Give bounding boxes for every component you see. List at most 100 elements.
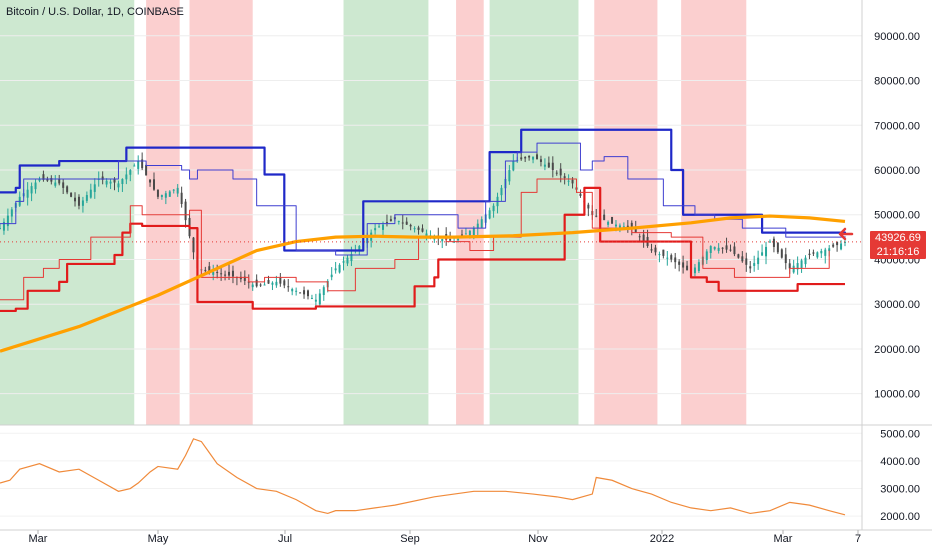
y-tick-label: 20000.00 (874, 344, 920, 356)
candle-body (34, 182, 37, 190)
candle-body (101, 176, 104, 180)
candle-body (820, 250, 823, 254)
candle-body (74, 197, 77, 202)
candle-body (725, 245, 728, 250)
candle-body (421, 228, 424, 232)
candle-body (488, 210, 491, 219)
candle-body (318, 293, 321, 305)
candle-body (121, 178, 124, 185)
candle-body (571, 179, 574, 184)
y-tick-label: 50000.00 (874, 210, 920, 222)
candle-body (50, 178, 53, 182)
candle-body (239, 276, 242, 280)
candle-body (413, 228, 416, 230)
candle-body (156, 189, 159, 197)
candle-body (385, 222, 388, 224)
candle-body (674, 257, 677, 263)
candle-body (776, 242, 779, 253)
candle-body (713, 246, 716, 250)
candle-body (697, 262, 700, 271)
candle-body (283, 280, 286, 286)
candle-body (524, 157, 527, 159)
candle-body (85, 195, 88, 201)
candle-body (614, 224, 617, 227)
candle-body (772, 238, 775, 247)
candle-body (137, 161, 140, 169)
candle-body (717, 247, 720, 251)
candle-body (638, 236, 641, 238)
candle-body (125, 174, 128, 180)
candle-body (536, 154, 539, 160)
candle-body (228, 271, 231, 276)
candle-body (666, 257, 669, 259)
low-y-tick-label: 4000.00 (880, 456, 920, 468)
candle-body (539, 159, 542, 162)
candle-body (70, 192, 73, 197)
candle-body (768, 241, 771, 243)
candle-body (109, 181, 112, 184)
candle-body (709, 246, 712, 253)
candle-body (401, 222, 404, 224)
candle-body (682, 262, 685, 268)
candle-body (0, 228, 1, 230)
candle-body (844, 241, 846, 243)
candle-body (658, 254, 661, 256)
candle-body (176, 187, 179, 194)
candle-body (721, 247, 724, 249)
candle-body (449, 239, 452, 241)
candle-body (275, 281, 278, 286)
candle-body (662, 249, 665, 256)
candle-body (741, 256, 744, 262)
series-ma (0, 214, 846, 353)
candle-body (224, 274, 227, 276)
series-upper-thick (0, 128, 847, 252)
candle-body (334, 268, 337, 271)
candle-body (567, 180, 570, 182)
candle-body (757, 257, 760, 265)
candle-body (532, 156, 535, 160)
candle-body (543, 164, 546, 167)
candle-body (520, 157, 523, 160)
candle-body (808, 253, 811, 255)
candle-body (441, 238, 444, 242)
candle-body (322, 287, 325, 295)
axes: 10000.0020000.0030000.0040000.0050000.00… (29, 31, 920, 545)
series-upper-thin (0, 142, 846, 256)
candle-body (468, 230, 471, 237)
candle-body (180, 192, 183, 204)
lower-indicator-panel (0, 438, 846, 516)
candle-body (626, 225, 629, 228)
candle-body (220, 273, 223, 275)
x-tick-label: Nov (528, 533, 548, 545)
candle-body (93, 184, 96, 192)
candle-body (551, 162, 554, 170)
candle-body (476, 223, 479, 228)
candle-body (824, 249, 827, 256)
candle-body (279, 277, 282, 284)
x-tick-label: 7 (855, 533, 861, 545)
candle-body (611, 216, 614, 224)
candle-body (66, 186, 69, 193)
price-badge: 43926.69 21:16:16 (870, 231, 926, 259)
candle-body (259, 284, 262, 286)
candle-body (184, 201, 187, 221)
candle-body (346, 257, 349, 264)
low-y-tick-label: 2000.00 (880, 511, 920, 523)
candle-body (58, 178, 61, 184)
candle-body (303, 290, 306, 295)
band-red-6 (594, 0, 658, 425)
candle-body (152, 179, 155, 190)
main-series (0, 128, 862, 353)
candle-body (251, 284, 254, 288)
candle-body (26, 189, 29, 198)
candle-body (42, 174, 45, 180)
series-lower-thick (0, 186, 845, 313)
candle-body (784, 254, 787, 264)
band-green-3 (343, 0, 429, 425)
candle-body (89, 189, 92, 198)
candle-body (330, 274, 333, 278)
candle-body (693, 267, 696, 274)
candle-body (208, 266, 211, 272)
candle-body (812, 252, 815, 254)
